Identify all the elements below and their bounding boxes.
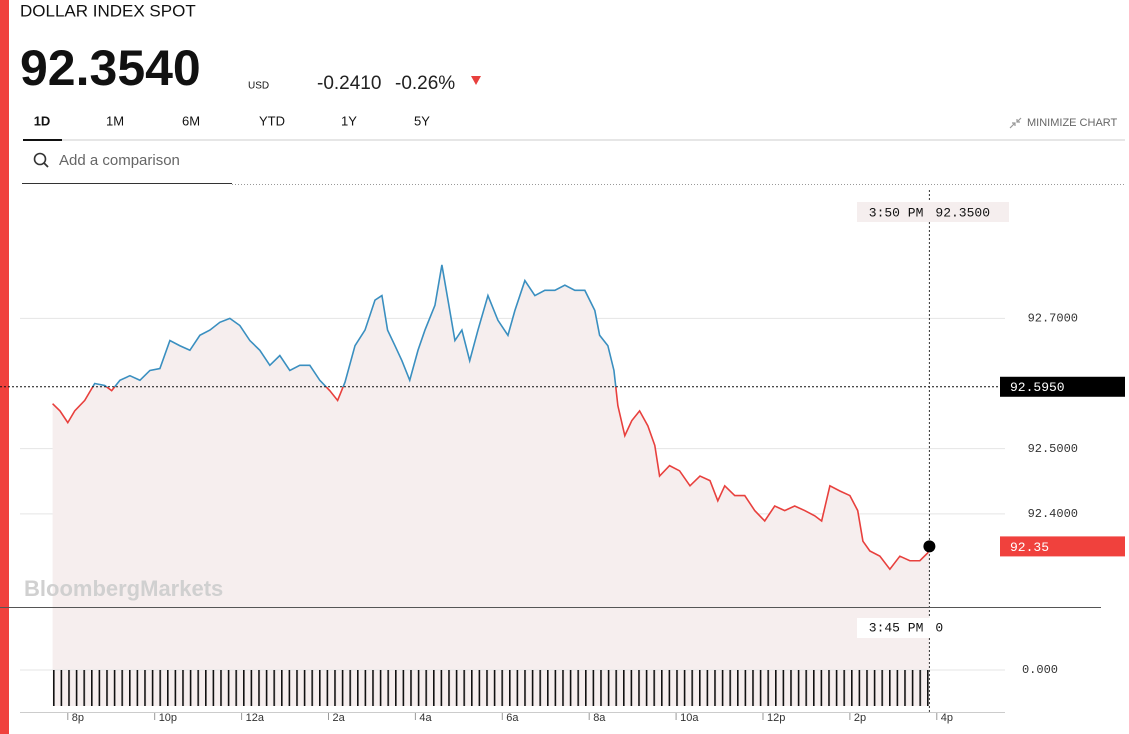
tab[interactable]: 1M: [106, 113, 124, 128]
crosshair-value: 92.3500: [935, 205, 990, 220]
tab[interactable]: 1Y: [341, 113, 357, 128]
x-tick-label: 10p: [159, 712, 177, 724]
currency: USD: [248, 81, 269, 92]
volume-bars: [53, 670, 933, 706]
price-line: [52, 264, 931, 571]
last-label: 92.35: [1010, 540, 1049, 555]
change-pct: -0.26%: [395, 73, 455, 94]
down-arrow: [471, 76, 481, 85]
tab[interactable]: 6M: [182, 113, 200, 128]
crosshair-time: 3:50 PM: [869, 205, 924, 220]
x-tick-label: 12p: [767, 712, 785, 724]
prev-close-box: [1000, 376, 1125, 397]
watermark: BloombergMarkets: [24, 576, 223, 601]
prev-close-label: 92.5950: [1010, 380, 1065, 395]
x-tick-label: 4p: [941, 712, 953, 724]
x-tick-label: 2p: [854, 712, 866, 724]
x-tick-label: 8p: [72, 712, 84, 724]
tabs: 1D 1M 6M YTD 1Y 5Y: [34, 113, 431, 128]
x-tick-label: 10a: [680, 712, 699, 724]
last-box: [1000, 536, 1125, 557]
volume-crosshair-box: [857, 618, 953, 638]
last-point: [923, 540, 936, 553]
crosshair-box: [857, 202, 1009, 222]
tab[interactable]: YTD: [259, 113, 285, 128]
x-tick-label: 4a: [419, 712, 432, 724]
area: [52, 264, 930, 706]
volume-y-tick-label: 0.000: [1022, 663, 1058, 677]
change: -0.2410: [317, 73, 381, 94]
search-input[interactable]: Add a comparison: [59, 152, 180, 169]
search-icon-handle: [43, 162, 49, 168]
search-icon: [33, 152, 47, 166]
y-tick-label: 92.5000: [1028, 442, 1078, 456]
x-tick-label: 8a: [593, 712, 606, 724]
x-tick-label: 6a: [506, 712, 519, 724]
tab[interactable]: 1D: [34, 113, 51, 128]
x-tick-label: 12a: [246, 712, 265, 724]
x-tick-label: 2a: [332, 712, 345, 724]
accent-bar: [0, 0, 9, 734]
volume-crosshair-time: 3:45 PM: [869, 620, 924, 635]
plot: 92.4000 92.5000 92.7000 8p 10p 12a 2a 4a 6a 8a 10a…: [0, 190, 1125, 724]
minimize-chart[interactable]: MINIMIZE CHART: [1027, 117, 1118, 129]
title: DOLLAR INDEX SPOT: [20, 1, 196, 20]
volume-crosshair-value: 0: [935, 620, 943, 635]
minimize-icon[interactable]: [1009, 117, 1022, 129]
y-tick-label: 92.4000: [1028, 507, 1078, 521]
y-tick-label: 92.7000: [1028, 312, 1078, 326]
tab[interactable]: 5Y: [414, 113, 430, 128]
price: 92.3540: [20, 40, 201, 96]
